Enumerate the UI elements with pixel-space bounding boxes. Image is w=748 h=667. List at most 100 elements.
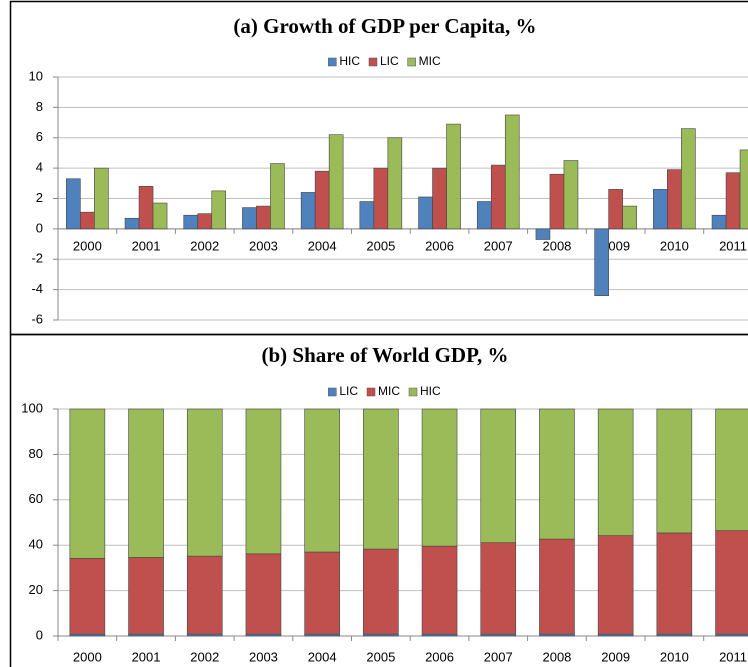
bar-segment	[480, 542, 517, 635]
bar	[535, 228, 551, 240]
legend-label: MIC	[419, 54, 441, 68]
chart-title: (a) Growth of GDP per Capita, %	[233, 14, 536, 38]
y-tick-label: 60	[29, 491, 43, 506]
bar	[80, 211, 95, 230]
bar-segment	[715, 408, 748, 531]
bar	[739, 149, 748, 230]
bar	[270, 163, 285, 230]
bar	[183, 214, 199, 230]
bar-segment	[597, 408, 634, 536]
bar-segment	[597, 535, 634, 635]
bar	[490, 164, 506, 230]
legend-label: HIC	[339, 54, 360, 68]
bar-segment	[304, 408, 340, 553]
x-tick-label: 2000	[73, 238, 102, 253]
bar-segment	[539, 408, 575, 540]
bar	[563, 160, 579, 230]
x-tick-label: 2001	[132, 649, 161, 664]
legend-label: LIC	[339, 384, 358, 398]
bar-segment	[186, 555, 223, 635]
bar	[300, 192, 316, 230]
bar-segment	[656, 532, 693, 635]
legend-swatch	[368, 57, 378, 67]
legend-label: LIC	[380, 54, 399, 68]
y-tick-label: 80	[29, 446, 43, 461]
bar	[66, 178, 81, 230]
x-tick-label: 2010	[660, 649, 689, 664]
bar	[549, 173, 565, 230]
bar-segment	[128, 557, 164, 635]
y-tick-label: 100	[21, 400, 43, 415]
x-tick-label: 2007	[484, 649, 513, 664]
bar-segment	[656, 408, 693, 534]
bar-segment	[363, 548, 399, 635]
chart-title: (b) Share of World GDP, %	[262, 343, 509, 367]
legend-swatch	[408, 387, 418, 397]
x-tick-label: 2006	[425, 649, 454, 664]
y-tick-label: 4	[36, 160, 43, 175]
bar-segment	[69, 408, 106, 559]
bar	[314, 170, 330, 230]
bar	[387, 137, 403, 230]
legend-swatch	[366, 387, 376, 397]
bar	[94, 167, 109, 230]
bar	[622, 205, 637, 230]
bar	[504, 114, 520, 230]
bar	[152, 202, 168, 230]
y-tick-label: 8	[36, 99, 43, 114]
x-tick-label: 2006	[425, 238, 454, 253]
bar	[124, 217, 140, 230]
bar	[373, 167, 389, 230]
x-tick-label: 2003	[249, 649, 278, 664]
bar	[653, 189, 668, 230]
bar	[138, 186, 154, 230]
legend-swatch	[328, 387, 337, 397]
x-tick-label: 2011	[719, 238, 747, 253]
x-tick-label: 2008	[542, 238, 571, 253]
bar	[725, 172, 741, 230]
bar-segment	[421, 545, 458, 635]
bar-segment	[245, 408, 282, 555]
bar	[711, 214, 727, 230]
x-tick-label: 2003	[249, 238, 278, 253]
bar	[594, 228, 609, 296]
bar	[359, 201, 375, 230]
bar-segment	[539, 538, 575, 635]
legend-label: MIC	[378, 384, 400, 398]
bar	[432, 167, 447, 230]
bar-segment	[715, 530, 748, 635]
x-tick-label: 2002	[190, 238, 219, 253]
bar	[211, 190, 227, 230]
x-tick-label: 2009	[601, 649, 630, 664]
bar-segment	[69, 558, 106, 635]
y-tick-label: 6	[36, 129, 43, 144]
x-tick-label: 2005	[366, 238, 395, 253]
y-tick-label: -4	[31, 281, 43, 296]
x-tick-label: 2010	[660, 238, 689, 253]
x-tick-label: 2002	[190, 649, 219, 664]
bar-segment	[304, 551, 340, 635]
y-tick-label: 40	[29, 537, 43, 552]
bar-segment	[245, 553, 282, 635]
bar	[667, 169, 682, 230]
bar	[256, 205, 271, 230]
bar-segment	[128, 408, 164, 558]
bar	[446, 123, 461, 230]
y-tick-label: 2	[36, 190, 43, 205]
x-tick-label: 2000	[73, 649, 102, 664]
bar	[328, 134, 344, 230]
bar	[418, 196, 433, 230]
bar-segment	[421, 408, 458, 547]
bar	[242, 207, 257, 230]
y-tick-label: 10	[29, 68, 43, 83]
y-tick-label: -6	[31, 311, 43, 326]
y-tick-label: 0	[36, 220, 43, 235]
bar	[476, 201, 492, 230]
bar-segment	[480, 408, 517, 544]
panel-frame	[9, 333, 748, 667]
legend-label: HIC	[420, 384, 441, 398]
x-tick-label: 2001	[132, 238, 161, 253]
legend-swatch	[328, 57, 337, 67]
x-tick-label: 2007	[484, 238, 513, 253]
